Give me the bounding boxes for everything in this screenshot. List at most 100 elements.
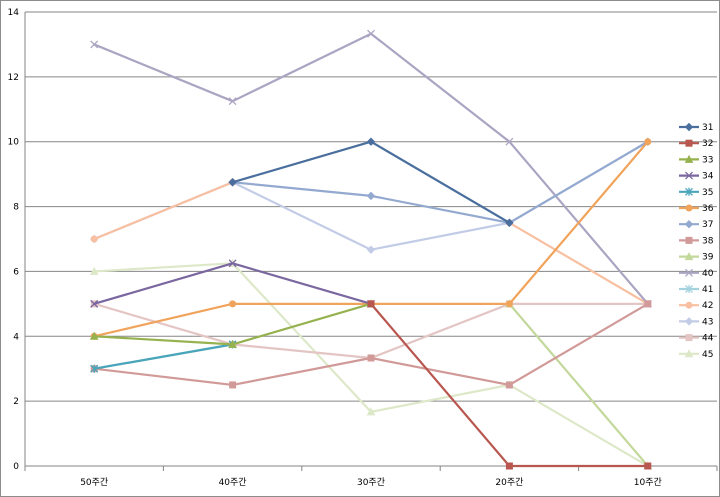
legend-item: 45 <box>679 349 713 360</box>
legend-item: 37 <box>679 219 713 230</box>
legend-marker <box>684 219 694 229</box>
legend-label: 45 <box>702 350 713 360</box>
legend-marker <box>685 187 693 196</box>
data-point <box>228 178 237 187</box>
x-tick-label: 50주간 <box>80 477 108 488</box>
series-45 <box>89 258 653 470</box>
legend-marker <box>685 268 693 277</box>
series-33 <box>89 299 376 348</box>
data-point <box>505 462 513 470</box>
data-point <box>366 191 376 201</box>
series-line <box>93 302 648 360</box>
x-tick-label: 40주간 <box>219 477 247 488</box>
series-line <box>94 302 372 346</box>
gridlines <box>25 11 717 402</box>
x-tick-label: 30주간 <box>357 477 385 488</box>
legend-marker <box>685 334 693 342</box>
legend-label: 43 <box>702 317 713 327</box>
data-point <box>90 364 99 373</box>
data-point <box>644 300 652 308</box>
legend-label: 42 <box>702 301 713 311</box>
data-point <box>229 300 237 308</box>
legend-marker <box>685 139 693 147</box>
legend-label: 44 <box>702 334 714 344</box>
legend-marker <box>685 171 693 180</box>
legend-marker <box>684 252 694 261</box>
y-tick-label: 4 <box>13 332 19 342</box>
data-point <box>90 40 99 49</box>
y-tick-label: 0 <box>13 462 19 472</box>
legend-item: 31 <box>679 122 713 133</box>
data-point <box>228 339 237 348</box>
legend-label: 33 <box>702 155 713 165</box>
series-line <box>94 343 233 370</box>
legend-label: 38 <box>702 236 714 246</box>
y-tick-label: 2 <box>13 397 19 407</box>
series-line <box>93 32 649 305</box>
series-line <box>508 303 649 467</box>
series-39 <box>505 299 653 470</box>
legend-marker <box>685 236 693 244</box>
series-line <box>94 262 649 467</box>
legend-item: 38 <box>679 236 714 246</box>
legend-marker <box>684 154 694 163</box>
legend-item: 35 <box>679 187 713 198</box>
legend-label: 37 <box>702 220 713 230</box>
data-point <box>505 300 513 308</box>
data-point <box>505 218 514 227</box>
legend-item: 36 <box>679 204 714 214</box>
legend-item: 44 <box>679 334 714 344</box>
legend-item: 34 <box>679 172 714 182</box>
series-34 <box>90 259 375 308</box>
legend-label: 32 <box>702 139 713 149</box>
legend-label: 34 <box>702 172 714 182</box>
data-point <box>367 29 375 38</box>
legend: 31 32 33 34 35 36 37 38 39 40 41 42 43 44 45 <box>679 122 714 360</box>
data-point <box>644 462 652 470</box>
data-point <box>228 259 237 268</box>
legend-label: 41 <box>702 285 713 295</box>
y-tick-label: 12 <box>8 73 19 83</box>
series-line <box>93 181 234 241</box>
legend-item: 40 <box>679 269 714 279</box>
x-tick-label: 20주간 <box>495 477 523 488</box>
x-tick-label: 10주간 <box>634 477 662 488</box>
legend-item: 41 <box>679 285 713 295</box>
legend-marker <box>685 204 693 212</box>
legend-label: 31 <box>702 123 713 133</box>
legend-label: 39 <box>702 253 714 263</box>
y-tick-label: 10 <box>8 138 20 148</box>
legend-label: 40 <box>702 269 714 279</box>
series-38 <box>90 300 652 389</box>
data-point <box>90 299 99 308</box>
data-point <box>505 381 513 389</box>
legend-item: 43 <box>679 317 713 327</box>
data-point <box>366 245 376 254</box>
legend-item: 42 <box>679 301 713 311</box>
y-tick-label: 8 <box>13 203 19 213</box>
series-line <box>232 140 510 224</box>
series-32 <box>367 300 652 470</box>
legend-item: 39 <box>679 252 714 263</box>
data-point <box>505 137 514 146</box>
series-35 <box>90 340 237 373</box>
series-line <box>232 140 649 224</box>
legend-marker <box>684 122 694 132</box>
legend-item: 32 <box>679 139 713 149</box>
series-line <box>508 221 649 305</box>
data-point <box>89 331 99 340</box>
legend-marker <box>684 317 694 326</box>
data-point <box>367 354 375 362</box>
legend-marker <box>685 301 693 309</box>
data-point <box>228 97 237 106</box>
data-point <box>229 381 237 389</box>
data-point <box>90 235 98 243</box>
data-point <box>366 407 376 416</box>
data-point <box>366 137 376 146</box>
legend-marker <box>685 285 693 293</box>
legend-label: 35 <box>702 188 713 198</box>
legend-marker <box>684 349 694 358</box>
y-tick-label: 6 <box>13 267 19 277</box>
